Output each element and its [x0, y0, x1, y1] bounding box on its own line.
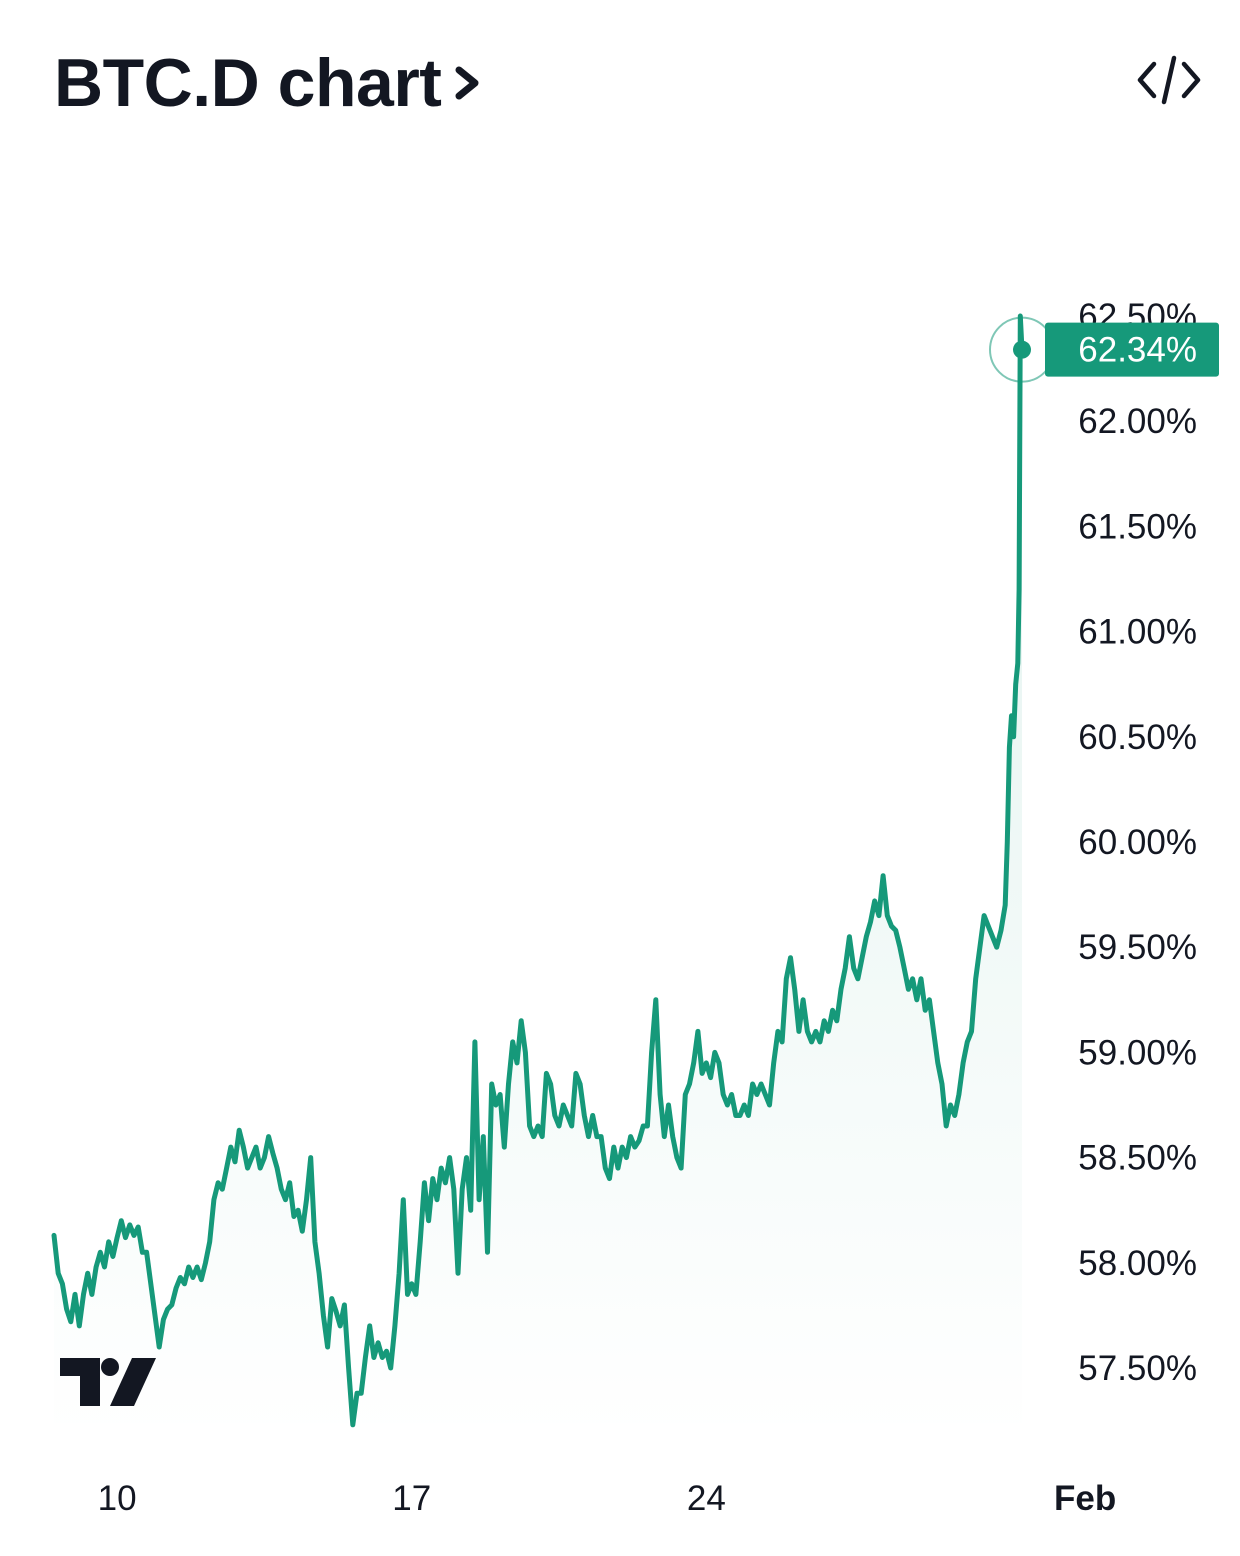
series-area — [54, 316, 1022, 1440]
y-tick-label: 58.50% — [1078, 1139, 1197, 1178]
area-fill-layer — [54, 316, 1022, 1440]
line-layer — [51, 313, 1025, 1428]
y-tick-label: 61.00% — [1078, 613, 1197, 652]
y-tick-label: 60.00% — [1078, 823, 1197, 862]
x-tick-label: 17 — [392, 1479, 431, 1518]
y-axis: 62.50%62.00%61.50%61.00%60.50%60.00%59.5… — [1078, 297, 1197, 1388]
code-embed-icon[interactable] — [1134, 52, 1204, 108]
y-tick-label: 59.50% — [1078, 928, 1197, 967]
y-tick-label: 57.50% — [1078, 1349, 1197, 1388]
x-tick-label: 10 — [98, 1479, 137, 1518]
y-tick-label: 62.00% — [1078, 402, 1197, 441]
last-point-dot — [1013, 340, 1031, 359]
x-tick-label: Feb — [1054, 1479, 1116, 1518]
last-value-marker: 62.34% — [989, 316, 1219, 383]
y-tick-label: 61.50% — [1078, 507, 1197, 546]
x-axis: 10 17 24 Feb — [98, 1479, 1117, 1518]
x-tick-label: 24 — [687, 1479, 726, 1518]
chart-title[interactable]: BTC.D chart — [54, 45, 442, 121]
chevron-right-icon[interactable] — [451, 58, 485, 108]
y-tick-label: 59.00% — [1078, 1033, 1197, 1072]
y-tick-label: 58.00% — [1078, 1244, 1197, 1283]
last-value-label: 62.34% — [1078, 331, 1197, 370]
series-line — [51, 313, 1025, 1428]
chart-header: BTC.D chart — [54, 38, 485, 128]
y-tick-label: 60.50% — [1078, 718, 1197, 757]
tradingview-logo[interactable] — [60, 1358, 156, 1406]
last-value-badge — [1045, 322, 1219, 377]
